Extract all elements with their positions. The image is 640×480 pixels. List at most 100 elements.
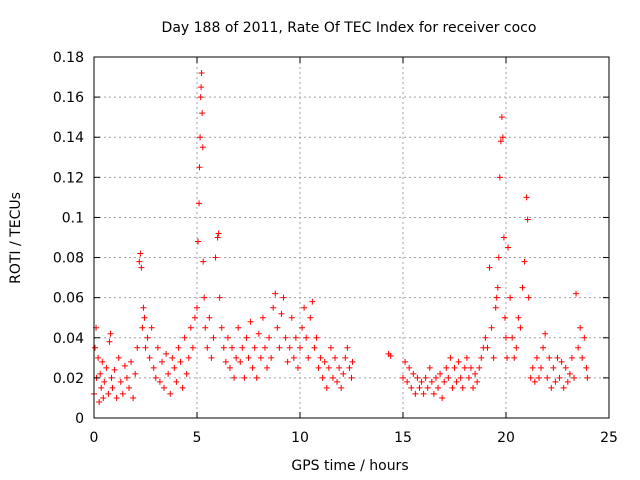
x-axis-label: GPS time / hours [291, 458, 408, 474]
data-point [529, 364, 536, 371]
data-point [126, 384, 133, 391]
data-point [482, 334, 489, 341]
data-point [317, 354, 324, 361]
data-point [128, 358, 135, 365]
data-point [542, 330, 549, 337]
data-point [531, 378, 538, 385]
data-point [550, 364, 557, 371]
data-point [338, 384, 345, 391]
data-point [99, 358, 106, 365]
data-point [109, 384, 116, 391]
data-point [313, 334, 320, 341]
data-point [505, 244, 512, 251]
data-point [292, 334, 299, 341]
data-point [535, 374, 542, 381]
data-point [523, 194, 530, 201]
data-point [524, 216, 531, 223]
data-point [424, 384, 431, 391]
data-point [414, 374, 421, 381]
data-point [121, 362, 128, 369]
data-point [583, 364, 590, 371]
data-point [134, 344, 141, 351]
y-tick-label: 0 [75, 411, 84, 427]
data-point [200, 258, 207, 265]
data-point [117, 378, 124, 385]
data-point [303, 334, 310, 341]
data-point [495, 254, 502, 261]
data-point [92, 344, 99, 351]
data-point [202, 324, 209, 331]
data-point [439, 394, 446, 401]
data-point [501, 314, 508, 321]
data-point [140, 304, 147, 311]
data-point [478, 354, 485, 361]
data-point [498, 114, 505, 121]
y-tick-label: 0.18 [53, 50, 84, 66]
data-point [432, 374, 439, 381]
data-point [222, 358, 229, 365]
data-point [239, 344, 246, 351]
data-point [406, 364, 413, 371]
data-point [319, 374, 326, 381]
data-point [349, 358, 356, 365]
data-point [206, 314, 213, 321]
data-point [136, 258, 143, 265]
data-point [284, 358, 291, 365]
data-point [544, 374, 551, 381]
y-tick-label: 0.04 [53, 331, 84, 347]
data-point [455, 358, 462, 365]
data-point [191, 314, 198, 321]
data-point [185, 354, 192, 361]
data-point [497, 138, 504, 145]
data-point [249, 364, 256, 371]
data-point [422, 374, 429, 381]
data-point [163, 350, 170, 357]
data-point [577, 324, 584, 331]
data-point [235, 324, 242, 331]
data-point [196, 164, 203, 171]
data-point [307, 314, 314, 321]
data-point [470, 384, 477, 391]
data-point [521, 258, 528, 265]
data-point [538, 364, 545, 371]
data-point [573, 290, 580, 297]
data-point [165, 370, 172, 377]
data-point [579, 354, 586, 361]
data-point [274, 324, 281, 331]
data-point [344, 344, 351, 351]
data-point [509, 334, 516, 341]
data-point [441, 378, 448, 385]
data-point [169, 354, 176, 361]
data-point [173, 378, 180, 385]
data-point [132, 370, 139, 377]
data-point [564, 378, 571, 385]
data-point [156, 378, 163, 385]
data-point [342, 354, 349, 361]
data-point [513, 344, 520, 351]
data-point [493, 294, 500, 301]
data-point [334, 378, 341, 385]
y-tick-label: 0.06 [53, 291, 84, 307]
data-point [199, 144, 206, 151]
data-point [329, 374, 336, 381]
data-point [297, 344, 303, 351]
x-tick-label: 5 [193, 430, 202, 446]
data-point [437, 370, 444, 377]
data-point [453, 378, 460, 385]
data-point [315, 364, 322, 371]
data-point [311, 344, 318, 351]
data-point [426, 364, 433, 371]
data-point [108, 374, 115, 381]
data-point [106, 338, 113, 345]
data-point [171, 364, 178, 371]
data-point [96, 398, 103, 405]
chart-title: Day 188 of 2011, Rate Of TEC Index for r… [162, 20, 537, 36]
data-point [323, 384, 330, 391]
data-point [107, 330, 114, 337]
data-point [181, 334, 188, 341]
data-point [280, 294, 287, 301]
x-tick-label: 10 [291, 430, 309, 446]
data-point [416, 384, 423, 391]
data-point [214, 234, 221, 241]
data-point [507, 294, 514, 301]
